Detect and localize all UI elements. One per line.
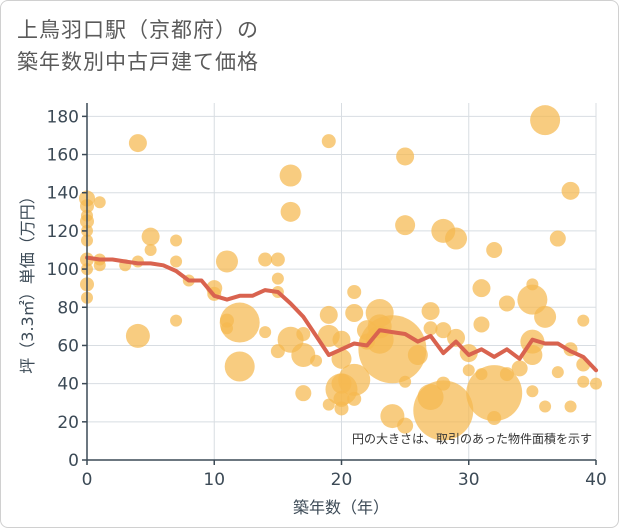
data-bubble [331,348,352,369]
data-bubble [295,385,312,402]
bubble-series [79,105,602,441]
data-bubble [93,259,106,272]
y-tick-label: 160 [47,146,79,166]
data-bubble [486,242,503,258]
data-bubble [397,417,414,434]
trend-line [85,255,598,373]
data-bubble [396,147,415,166]
data-bubble [334,401,349,416]
x-tick-label: 40 [585,470,607,490]
y-tick-label: 0 [68,451,79,471]
data-bubble [170,255,183,268]
y-axis-label: 坪（3.3㎡）単価（万円） [18,188,37,373]
y-tick-label: 20 [57,413,79,433]
data-bubble [170,234,183,247]
data-bubble [551,366,564,379]
data-bubble [561,181,580,200]
data-bubble [564,400,577,413]
data-bubble [577,375,590,388]
x-tick-label: 10 [203,470,225,490]
x-tick-label: 20 [331,470,353,490]
data-bubble [526,385,539,398]
data-bubble [347,285,362,299]
data-bubble [291,343,316,367]
data-bubble [215,250,238,273]
trend-series [85,255,598,373]
data-bubble [447,328,466,347]
y-tick-label: 180 [47,107,79,127]
data-bubble [517,284,548,315]
data-bubble [423,321,438,336]
data-bubble [332,330,351,349]
data-bubble [270,252,285,267]
data-bubble [219,302,260,343]
data-bubble [577,314,590,327]
data-bubble [296,327,311,341]
data-bubble [271,272,284,285]
data-bubble [310,354,323,367]
data-bubble [93,196,106,209]
data-bubble [413,380,474,441]
data-bubble [258,252,273,267]
data-bubble [549,230,566,247]
y-tick-label: 60 [57,336,79,356]
data-bubble [347,391,362,406]
data-bubble [399,375,412,388]
data-bubble [435,322,452,339]
data-bubble [319,305,338,324]
data-bubble [259,326,272,339]
x-axis-label: 築年数（年） [293,498,389,517]
data-bubble [395,215,416,236]
data-bubble [539,400,552,413]
chart-title: 上鳥羽口駅（京都府）の 築年数別中古戸建て価格 [17,18,259,74]
data-bubble [338,363,371,396]
y-tick-label: 80 [57,298,79,318]
data-bubble [280,201,301,222]
data-bubble [499,367,514,382]
y-tick-label: 120 [47,222,79,242]
data-bubble [511,360,528,377]
data-bubble [144,244,157,256]
axes: 0 20 40 60 80 100 120 140 160 180 0 10 20 30 40 [47,103,607,490]
data-bubble [345,304,364,322]
data-bubble [170,314,183,327]
data-bubble [445,227,468,250]
data-bubble [224,351,255,382]
data-bubble [534,305,557,328]
data-bubble [530,105,561,136]
x-tick-label: 30 [458,470,480,490]
data-bubble [472,279,491,298]
data-bubble [125,323,150,348]
data-bubble [462,364,475,377]
data-bubble [498,295,515,312]
y-tick-label: 40 [57,375,79,395]
data-bubble [590,377,602,390]
y-tick-label: 140 [47,184,79,204]
data-bubble [141,227,160,246]
data-bubble [321,134,336,149]
data-bubble [487,411,502,425]
data-bubble [473,316,490,333]
annotation-note: 円の大きさは、取引のあった物件面積を示す [352,431,592,446]
x-tick-label: 0 [82,470,93,490]
data-bubble [421,302,440,321]
y-tick-label: 100 [47,260,79,280]
data-bubble [128,134,147,153]
data-bubble [279,164,302,187]
data-bubble [407,345,428,365]
